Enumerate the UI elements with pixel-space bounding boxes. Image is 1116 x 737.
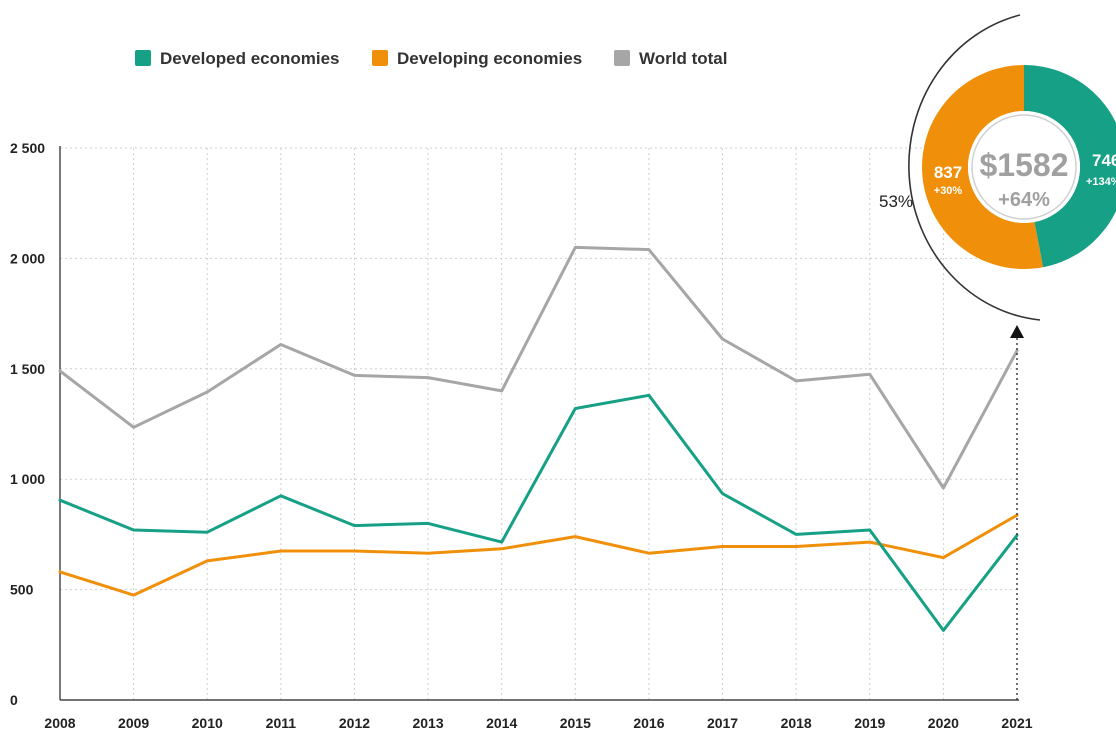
y-tick-label: 2 000: [10, 250, 45, 266]
x-tick-label: 2020: [928, 715, 959, 731]
x-tick-label: 2011: [266, 715, 297, 731]
grid: [59, 147, 1017, 700]
series-lines: [58, 245, 1019, 632]
y-tick-label: 1 000: [10, 471, 45, 487]
donut-developed-value: 746: [1092, 151, 1116, 170]
x-tick-label: 2021: [1001, 715, 1032, 731]
donut-share-label: 53%: [879, 192, 913, 211]
donut-slice-developed: [1024, 65, 1116, 268]
series-line-world: [58, 245, 1019, 490]
donut-developing-value: 837: [934, 163, 962, 182]
donut-developed-change: +134%: [1086, 176, 1116, 188]
donut-inset: $1582 +64% 837 +30% 746 +134% 53%: [879, 14, 1116, 321]
axes: [59, 146, 1019, 701]
x-tick-label: 2016: [633, 715, 664, 731]
y-tick-label: 500: [10, 582, 34, 598]
x-tick-label: 2009: [118, 715, 149, 731]
donut-total-value: $1582: [980, 147, 1069, 183]
donut-bracket-arc: [908, 14, 1041, 321]
x-tick-label: 2019: [854, 715, 885, 731]
latest-marker: [1010, 325, 1024, 700]
donut-center-hole: [968, 111, 1080, 223]
x-tick-label: 2013: [412, 715, 443, 731]
x-tick-label: 2012: [339, 715, 370, 731]
series-line-developed: [58, 393, 1019, 632]
x-tick-label: 2014: [486, 715, 517, 731]
legend-label-developing: Developing economies: [397, 49, 582, 68]
legend-swatch-developing: [372, 50, 388, 66]
arrow-up-icon: [1010, 325, 1024, 338]
donut-developing-change: +30%: [934, 185, 963, 197]
donut-center-ring: [971, 114, 1077, 220]
legend-label-world: World total: [639, 49, 727, 68]
x-tick-label: 2015: [560, 715, 591, 731]
legend-swatch-world: [614, 50, 630, 66]
y-tick-label: 1 500: [10, 361, 45, 377]
donut-total-change: +64%: [998, 189, 1050, 211]
x-tick-label: 2018: [781, 715, 812, 731]
tick-labels: 0 500 1 000 1 500 2 000 2 500 2008 2009 2010 2011…: [10, 140, 1033, 731]
series-line-developing: [58, 513, 1019, 597]
x-tick-label: 2017: [707, 715, 738, 731]
legend-swatch-developed: [135, 50, 151, 66]
x-tick-label: 2010: [192, 715, 223, 731]
donut-slice-developing: [922, 65, 1044, 269]
legend: Developed economies Developing economies…: [135, 49, 727, 68]
y-tick-label: 0: [10, 692, 18, 708]
legend-label-developed: Developed economies: [160, 49, 340, 68]
x-tick-label: 2008: [44, 715, 75, 731]
y-tick-label: 2 500: [10, 140, 45, 156]
